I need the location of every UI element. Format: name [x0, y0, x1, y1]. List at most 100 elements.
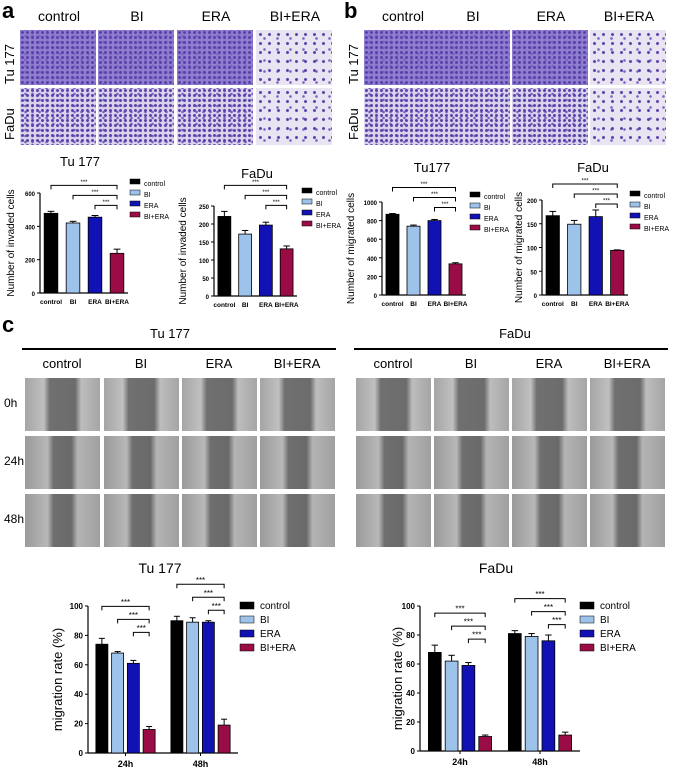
x-tick-label: control: [542, 301, 564, 308]
legend-swatch: [579, 601, 595, 610]
significance-label: ***: [581, 178, 589, 184]
bar-bi: [111, 652, 125, 754]
bar-bi: [524, 636, 539, 752]
x-tick-label: control: [40, 299, 62, 306]
y-axis-label: Number of invaded cells: [6, 189, 17, 296]
significance-bracket: [451, 625, 486, 631]
significance-label: ***: [535, 590, 544, 599]
y-axis-label: migration rate (%): [390, 627, 405, 730]
c-column-header-3: BI+ERA: [603, 356, 651, 371]
transwell-image: [590, 88, 666, 145]
transwell-image: [590, 30, 666, 85]
significance-label: ***: [592, 188, 600, 194]
bar-control: [95, 643, 109, 754]
chart-b-tu177: Tu177 Number of migrated cells 0 200 400 600 8…: [346, 160, 509, 308]
bar-era: [427, 220, 442, 296]
legend-label: BI+ERA: [260, 643, 296, 654]
y-tick-label: 0: [534, 294, 538, 300]
panel-label-b: b: [344, 0, 358, 23]
y-tick-label: 20: [74, 720, 83, 729]
bar-bi: [186, 621, 200, 754]
legend-label: BI: [484, 205, 491, 212]
chart-a-tu177: Tu 177 Number of invaded cells 0 200 400 600 c…: [6, 154, 169, 306]
significance-bracket: [547, 624, 566, 629]
significance-label: ***: [262, 190, 270, 196]
y-tick-label: 400: [367, 257, 378, 263]
significance-bracket: [514, 598, 566, 603]
significance-bracket: [531, 611, 566, 616]
y-tick-label: 150: [199, 241, 210, 247]
y-tick-label: 40: [74, 690, 83, 699]
transwell-image: [434, 30, 510, 85]
y-axis-label: Number of migrated cells: [514, 192, 525, 303]
transwell-image: [177, 88, 253, 145]
timepoint-label-2: 48h: [4, 512, 25, 526]
y-tick-label: 0: [374, 294, 378, 300]
divider-fadu: [354, 348, 668, 350]
significance-label: ***: [252, 180, 260, 186]
legend-label: BI: [600, 615, 609, 626]
significance-bracket: [595, 203, 618, 208]
wound-healing-image: [25, 436, 100, 489]
significance-label: ***: [472, 631, 481, 640]
wound-healing-image: [182, 494, 257, 547]
significance-bracket: [434, 207, 456, 212]
significance-label: ***: [212, 602, 221, 611]
chart-c-fadu: FaDu migration rate (%) 0 20 40 60 80 100 24h 48h…: [390, 560, 636, 767]
c-column-header-2: ERA: [535, 356, 563, 371]
chart-title: Tu 177: [138, 560, 181, 576]
significance-label: ***: [431, 192, 439, 198]
wound-healing-image: [590, 436, 665, 489]
y-tick-label: 0: [32, 292, 36, 298]
x-tick-label: BI: [571, 301, 578, 308]
transwell-image: [20, 30, 96, 85]
significance-bracket: [94, 204, 118, 210]
y-tick-label: 400: [25, 225, 36, 231]
c-title-fadu: FaDu: [499, 326, 531, 341]
row-label-0: Tu 177: [2, 44, 17, 84]
wound-healing-image: [182, 436, 257, 489]
chart-title: Tu 177: [60, 154, 100, 169]
wound-healing-image: [512, 436, 587, 489]
legend-swatch: [301, 187, 313, 194]
y-tick-label: 20: [406, 718, 415, 727]
bar-era: [588, 216, 603, 296]
legend-swatch: [239, 601, 255, 610]
legend-label: BI: [144, 192, 151, 199]
significance-bracket: [101, 605, 150, 611]
significance-label: ***: [441, 202, 449, 208]
y-tick-label: 0: [411, 747, 416, 756]
column-header-0: control: [37, 8, 81, 24]
bar-control: [43, 212, 59, 294]
legend-label: BI+ERA: [484, 227, 509, 234]
x-tick-label: ERA: [88, 299, 102, 306]
bar-bi: [238, 233, 252, 297]
legend-label: BI: [316, 201, 323, 208]
transwell-image: [512, 88, 588, 145]
c-column-header-2: ERA: [205, 356, 233, 371]
legend-swatch: [301, 198, 313, 205]
y-tick-label: 0: [79, 749, 84, 758]
bar-era: [461, 665, 476, 752]
bar-bi-era: [478, 736, 493, 752]
significance-label: ***: [464, 618, 473, 627]
wound-healing-image: [434, 436, 509, 489]
legend-label: BI: [260, 615, 269, 626]
legend-label: control: [144, 181, 165, 188]
column-header-2: ERA: [536, 8, 566, 24]
legend-label: ERA: [260, 629, 281, 640]
column-header-0: control: [381, 8, 425, 24]
wound-healing-image: [260, 378, 335, 431]
legend-swatch: [129, 211, 141, 218]
significance-label: ***: [102, 200, 110, 206]
wound-healing-image: [25, 378, 100, 431]
y-tick-label: 40: [406, 689, 415, 698]
bar-bi: [567, 223, 582, 296]
chart-title: Tu177: [414, 160, 450, 175]
y-tick-label: 200: [367, 275, 378, 281]
y-tick-label: 800: [367, 220, 378, 226]
legend-swatch: [579, 615, 595, 624]
bar-control: [217, 216, 232, 297]
significance-label: ***: [552, 616, 561, 625]
chart-title: FaDu: [577, 160, 609, 175]
